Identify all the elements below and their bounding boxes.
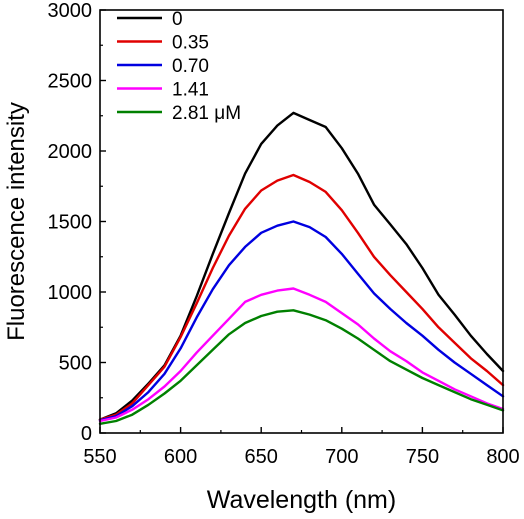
y-tick-label: 1500: [48, 212, 93, 234]
series-line-2: [98, 220, 505, 422]
legend-label-0: 0: [172, 9, 183, 30]
legend-label-3: 1.41: [172, 80, 209, 101]
series-line-1: [98, 173, 505, 421]
y-tick-label: 2000: [48, 141, 93, 163]
x-tick-label: 550: [83, 446, 116, 468]
x-tick-label: 750: [406, 446, 439, 468]
x-axis-label: Wavelength (nm): [207, 486, 396, 514]
series-line-0: [98, 111, 505, 421]
series-group: [98, 111, 505, 425]
y-tick-label: 2500: [48, 71, 93, 93]
y-tick-label: 1000: [48, 282, 93, 304]
tick-group: 550 600 650 700 750 800 0 500 1000 1500 2000 2500 30…: [48, 0, 520, 468]
y-tick-label: 3000: [48, 0, 93, 22]
x-tick-label: 650: [245, 446, 278, 468]
y-axis-label: Fluorescence intensity: [3, 102, 30, 341]
y-tick-label: 0: [81, 423, 92, 445]
series-line-3: [98, 287, 505, 423]
legend-label-1: 0.35: [172, 33, 209, 54]
legend-label-4: 2.81 μM: [172, 103, 241, 124]
y-tick-label: 500: [59, 353, 92, 375]
legend: 0 0.350.70 1.412.81 μM: [117, 9, 241, 124]
x-tick-label: 600: [164, 446, 197, 468]
x-tick-label: 700: [325, 446, 358, 468]
series-line-4: [98, 309, 505, 425]
legend-label-2: 0.70: [172, 56, 209, 77]
x-tick-label: 800: [486, 446, 519, 468]
